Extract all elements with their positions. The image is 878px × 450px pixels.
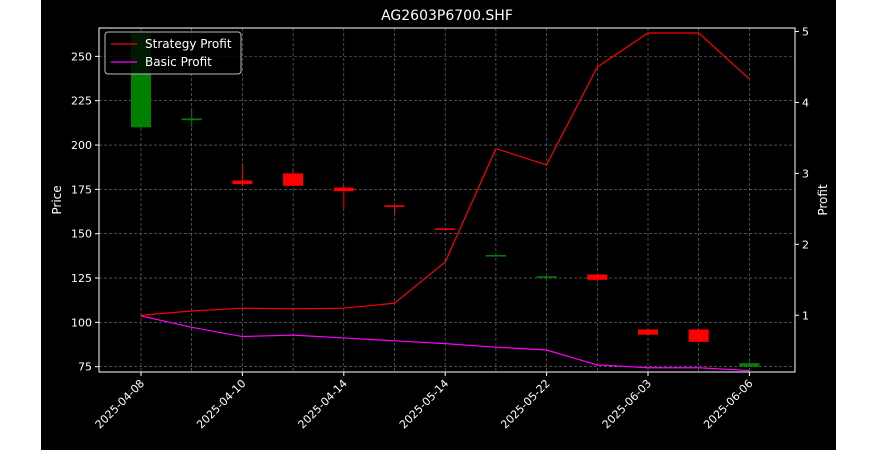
plot-frame: [98, 27, 796, 373]
candle-body: [232, 180, 253, 185]
legend-label-basic: Basic Profit: [145, 55, 212, 69]
left-axis: 75 100 125 150 175 200 225 250: [71, 50, 99, 374]
basic-profit-line: [140, 315, 750, 372]
chart-figure: AG2603P6700.SHF 75 100 125 150 175 200 225 250 …: [41, 0, 836, 450]
chart-title: AG2603P6700.SHF: [381, 8, 513, 24]
candle-body: [435, 228, 456, 230]
y-tick-label-left: 150: [71, 228, 92, 241]
y-axis-label-right: Profit: [816, 184, 830, 216]
candle-body: [485, 254, 506, 257]
candle-body: [333, 187, 354, 192]
y-tick-label-left: 225: [71, 95, 92, 108]
chart-svg: AG2603P6700.SHF 75100125150175200225250 …: [41, 0, 836, 450]
candle-body: [688, 329, 709, 342]
y-tick-label-right: 2: [802, 238, 809, 251]
y-tick-label-right: 4: [802, 96, 809, 109]
candle-body: [587, 274, 608, 280]
legend-label-strategy: Strategy Profit: [145, 37, 232, 51]
profit-lines: [140, 32, 750, 372]
y-tick-label-left: 75: [78, 361, 92, 374]
y-tick-label-left: 125: [71, 272, 92, 285]
y-tick-label-left: 250: [71, 50, 92, 63]
y-tick-label-left: 175: [71, 183, 92, 196]
legend: Strategy Profit Basic Profit: [104, 31, 242, 75]
y-tick-label-right: 1: [802, 309, 809, 322]
candle-body: [283, 173, 304, 186]
legend-box: [104, 31, 242, 75]
y-tick-label-left: 100: [71, 316, 92, 329]
candle-body: [384, 205, 405, 207]
y-tick-label-right: 5: [802, 26, 809, 39]
y-axis-label-left: Price: [50, 185, 64, 214]
chart-background: [41, 0, 836, 450]
strategy-profit-line: [140, 32, 750, 316]
y-tick-label-right: 3: [802, 167, 809, 180]
candle-body: [739, 363, 760, 367]
candle-body: [536, 276, 557, 278]
candle-body: [638, 329, 658, 335]
right-axis: 1 2 3 4 5: [795, 26, 809, 322]
candle-body: [181, 118, 202, 121]
y-tick-label-left: 200: [71, 139, 92, 152]
